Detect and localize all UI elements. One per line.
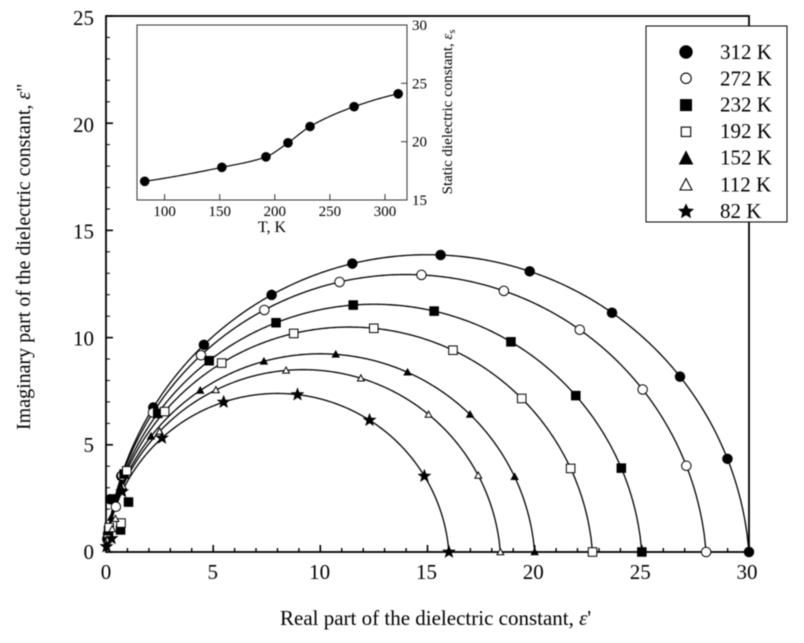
svg-text:150: 150 [208, 204, 231, 220]
svg-text:25: 25 [412, 76, 427, 92]
svg-text:82 K: 82 K [720, 199, 761, 223]
svg-text:T, K: T, K [258, 219, 287, 236]
svg-text:15: 15 [416, 560, 437, 584]
svg-text:0: 0 [84, 540, 95, 564]
svg-text:0: 0 [101, 560, 112, 584]
svg-text:5: 5 [84, 433, 95, 457]
svg-text:Static dielectric constant, εs: Static dielectric constant, εs [440, 30, 458, 195]
svg-text:25: 25 [73, 6, 94, 30]
svg-text:312 K: 312 K [720, 40, 772, 64]
svg-text:30: 30 [412, 18, 427, 34]
svg-text:20: 20 [523, 560, 544, 584]
svg-text:20: 20 [412, 135, 427, 151]
svg-text:20: 20 [73, 113, 94, 137]
svg-text:Imaginary part of the dielectr: Imaginary part of the dielectric constan… [13, 84, 35, 430]
svg-text:10: 10 [73, 326, 94, 350]
svg-text:15: 15 [73, 220, 94, 244]
svg-text:232 K: 232 K [720, 93, 772, 117]
svg-text:152 K: 152 K [720, 146, 772, 170]
svg-text:15: 15 [412, 193, 427, 209]
svg-text:300: 300 [374, 204, 397, 220]
svg-text:112 K: 112 K [720, 172, 771, 196]
svg-text:10: 10 [309, 560, 330, 584]
svg-text:200: 200 [264, 204, 287, 220]
svg-text:272 K: 272 K [720, 66, 772, 90]
svg-text:30: 30 [737, 560, 758, 584]
svg-text:25: 25 [630, 560, 651, 584]
svg-text:250: 250 [319, 204, 342, 220]
svg-text:100: 100 [153, 204, 176, 220]
svg-text:192 K: 192 K [720, 119, 772, 143]
svg-text:Real part of the dielectric co: Real part of the dielectric constant, ε' [280, 606, 591, 630]
svg-text:5: 5 [208, 560, 219, 584]
